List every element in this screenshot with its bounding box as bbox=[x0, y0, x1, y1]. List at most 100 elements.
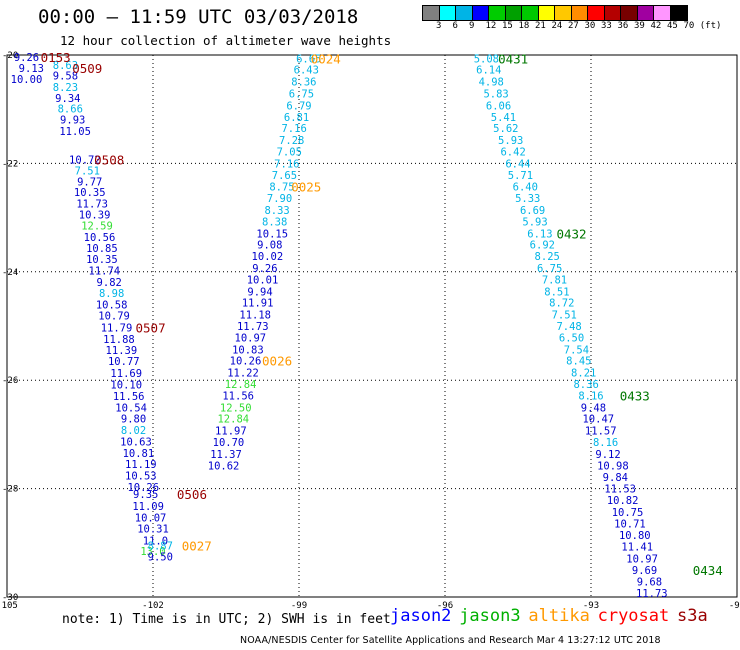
wave-height-label: 11.73 bbox=[237, 321, 269, 333]
color-swatch bbox=[423, 6, 440, 20]
pass-time-label: 0434 bbox=[693, 563, 723, 578]
color-scale-label: 70 (ft) bbox=[683, 21, 722, 31]
wave-height-labels: 9.269.1310.008.639.588.239.348.669.9311.… bbox=[11, 52, 668, 600]
wave-height-label: 8.87 bbox=[148, 541, 173, 553]
wave-height-label: 10.85 bbox=[86, 243, 118, 255]
wave-height-label: 10.39 bbox=[79, 209, 111, 221]
wave-height-label: 7.54 bbox=[564, 344, 589, 356]
color-swatch bbox=[621, 6, 638, 20]
color-scale-label: 45 bbox=[667, 21, 678, 31]
wave-height-label: 11.53 bbox=[604, 484, 636, 496]
color-scale-bar bbox=[422, 5, 688, 21]
mission-legend-item: jason3 bbox=[459, 606, 521, 626]
wave-height-label: 11.56 bbox=[113, 391, 145, 403]
pass-time-label: 0431 bbox=[498, 51, 528, 66]
wave-height-label: 11.09 bbox=[132, 501, 164, 513]
wave-height-label: 11.22 bbox=[227, 368, 259, 380]
wave-height-label: 9.48 bbox=[581, 402, 606, 414]
credit-footer: NOAA/NESDIS Center for Satellite Applica… bbox=[240, 635, 661, 646]
color-scale-label: 42 bbox=[650, 21, 662, 31]
wave-height-label: 10.31 bbox=[137, 524, 169, 536]
wave-height-label: 7.48 bbox=[556, 321, 581, 333]
wave-height-label: 8.23 bbox=[53, 82, 78, 94]
color-scale-label: 33 bbox=[601, 21, 612, 31]
wave-height-label: 7.05 bbox=[277, 146, 302, 158]
color-swatch bbox=[555, 6, 572, 20]
longitude-tick-label: -105 bbox=[0, 601, 18, 611]
wave-height-label: 6.42 bbox=[500, 146, 525, 158]
wave-height-label: 11.37 bbox=[210, 449, 242, 461]
color-scale-label: 24 bbox=[551, 21, 563, 31]
wave-height-label: 12.50 bbox=[220, 402, 252, 414]
pass-time-label: 0507 bbox=[136, 321, 166, 336]
wave-height-label: 5.93 bbox=[498, 135, 523, 147]
wave-height-label: 10.70 bbox=[213, 437, 245, 449]
wave-height-label: 7.51 bbox=[75, 165, 100, 177]
wave-height-label: 10.83 bbox=[232, 344, 264, 356]
wave-height-label: 11.0 bbox=[143, 536, 168, 548]
wave-height-label: 5.33 bbox=[515, 193, 540, 205]
map-frame bbox=[6, 54, 738, 598]
color-swatch bbox=[604, 6, 621, 20]
mission-legend-item: s3a bbox=[677, 606, 708, 626]
pass-time-label: 0508 bbox=[94, 153, 124, 168]
latitude-tick-label: -24 bbox=[2, 268, 18, 278]
pass-time-label: 0509 bbox=[72, 61, 102, 76]
wave-height-label: 9.26 bbox=[14, 52, 39, 64]
wave-height-label: 10.58 bbox=[96, 299, 128, 311]
wave-height-label: 11.97 bbox=[215, 426, 247, 438]
wave-height-label: 8.75 bbox=[269, 182, 294, 194]
wave-height-label: 10.71 bbox=[614, 518, 646, 530]
wave-height-label: 6.92 bbox=[530, 240, 555, 252]
wave-height-label: 7.65 bbox=[272, 170, 297, 182]
wave-height-label: 11.41 bbox=[621, 542, 653, 554]
wave-height-label: 11.73 bbox=[636, 588, 668, 600]
wave-height-label: 10.62 bbox=[208, 460, 240, 472]
color-swatch bbox=[538, 6, 555, 20]
pass-time-label: 0433 bbox=[620, 388, 650, 403]
wave-height-label: 7.81 bbox=[542, 274, 567, 286]
pass-time-label: 0153 bbox=[41, 50, 71, 65]
pass-time-label: 0025 bbox=[291, 180, 321, 195]
wave-height-label: 8.98 bbox=[99, 288, 124, 300]
wave-height-label: 9.93 bbox=[60, 114, 85, 126]
wave-height-label: 10.02 bbox=[252, 251, 284, 263]
wave-height-label: 8.36 bbox=[291, 77, 316, 89]
wave-height-label: 10.79 bbox=[98, 311, 130, 323]
wave-height-label: 10.53 bbox=[125, 471, 157, 483]
wave-height-label: 9.35 bbox=[133, 489, 158, 501]
color-scale-label: 39 bbox=[634, 21, 645, 31]
wave-height-label: 11.91 bbox=[242, 298, 274, 310]
wave-height-label: 10.26 bbox=[127, 482, 159, 494]
wave-height-label: 13.0 bbox=[140, 546, 165, 558]
wave-height-label: 10.98 bbox=[597, 460, 629, 472]
wave-height-label: 10.54 bbox=[115, 402, 147, 414]
wave-height-label: 11.57 bbox=[585, 426, 617, 438]
map-grid bbox=[6, 54, 738, 598]
color-scale-label: 9 bbox=[469, 21, 475, 31]
wave-height-label: 6.75 bbox=[289, 88, 314, 100]
wave-height-label: 6.13 bbox=[527, 228, 552, 240]
wave-height-label: 8.16 bbox=[578, 390, 603, 402]
wave-height-label: 6.43 bbox=[294, 65, 319, 77]
mission-legend-item: altika bbox=[528, 606, 590, 626]
wave-height-label: 8.02 bbox=[121, 425, 146, 437]
axis-tick-labels: -105 -102 -99 -96 -93 -90 -20 -22 -24 -26 -28 -30 bbox=[0, 51, 740, 611]
wave-height-label: 7.51 bbox=[552, 310, 577, 322]
wave-height-label: 9.34 bbox=[55, 93, 80, 105]
wave-height-label: 6.69 bbox=[520, 205, 545, 217]
wave-height-label: 7.16 bbox=[281, 123, 306, 135]
longitude-tick-label: -93 bbox=[583, 601, 599, 611]
wave-height-label: 8.33 bbox=[264, 205, 289, 217]
longitude-tick-label: -99 bbox=[291, 601, 307, 611]
wave-height-label: 10.75 bbox=[612, 507, 644, 519]
latitude-tick-label: -26 bbox=[2, 376, 18, 386]
wave-height-label: 11.88 bbox=[103, 334, 135, 346]
wave-height-label: 10.35 bbox=[74, 187, 106, 199]
wave-height-label: 10.63 bbox=[120, 436, 152, 448]
color-swatch bbox=[571, 6, 588, 20]
wave-height-label: 10.00 bbox=[11, 74, 43, 86]
wave-height-label: 9.12 bbox=[595, 449, 620, 461]
mission-legend-item: jason2 bbox=[390, 606, 452, 626]
wave-height-label: 8.38 bbox=[262, 216, 287, 228]
